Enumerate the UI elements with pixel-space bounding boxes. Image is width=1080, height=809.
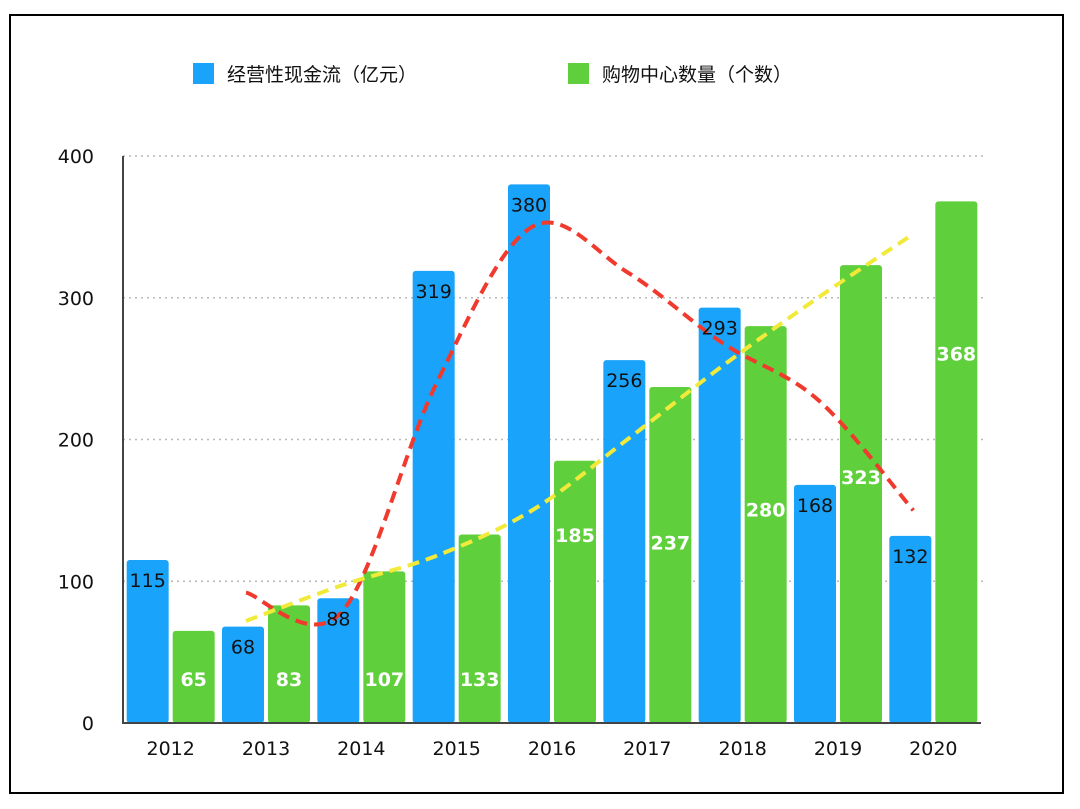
data-label-series1-2016: 380: [511, 194, 547, 216]
x-tick-label-2017: 2017: [623, 738, 671, 760]
data-label-series2-2019: 323: [841, 467, 881, 489]
data-label-series1-2015: 319: [416, 281, 452, 303]
legend: 经营性现金流（亿元） 购物中心数量（个数）: [193, 63, 792, 86]
x-tick-label-2014: 2014: [337, 738, 385, 760]
y-tick-label-400: 400: [58, 146, 94, 168]
bar-series1-2014: [317, 598, 360, 723]
data-label-series1-2017: 256: [606, 370, 642, 392]
y-tick-label-100: 100: [58, 571, 94, 593]
x-tick-label-2015: 2015: [432, 738, 480, 760]
x-tick-label-2018: 2018: [718, 738, 766, 760]
bar-series2-2020: [935, 201, 978, 724]
data-label-series1-2019: 168: [797, 495, 833, 517]
bar-series2-2017: [649, 387, 692, 723]
y-tick-label-300: 300: [58, 288, 94, 310]
bar-series1-2012: [126, 559, 169, 723]
bar-series2-2018: [744, 326, 787, 723]
legend-swatch-1: [193, 63, 214, 84]
data-label-series2-2014: 107: [364, 669, 404, 691]
bar-series2-2013: [268, 605, 310, 723]
bar-series2-2014: [363, 571, 406, 723]
bar-series2-2015: [458, 534, 501, 723]
trendline-1: [245, 220, 915, 627]
data-label-series2-2018: 280: [746, 500, 786, 522]
data-label-series1-2020: 132: [892, 546, 928, 568]
x-tick-label-2013: 2013: [242, 738, 290, 760]
data-label-series2-2013: 83: [276, 669, 302, 691]
bar-series1-2017: [603, 360, 646, 723]
x-tick-label-2016: 2016: [528, 738, 576, 760]
trendline-2: [245, 232, 915, 623]
bar-series1-2013: [222, 626, 264, 723]
data-label-series2-2016: 185: [555, 525, 595, 547]
legend-label-1: 经营性现金流（亿元）: [227, 64, 417, 86]
legend-swatch-2: [568, 63, 589, 84]
y-tick-label-0: 0: [82, 713, 94, 735]
data-label-series2-2017: 237: [650, 533, 690, 555]
bar-series1-2015: [412, 270, 455, 723]
data-label-series1-2013: 68: [231, 637, 255, 659]
bar-series1-2019: [794, 484, 836, 723]
data-label-series2-2012: 65: [180, 669, 206, 691]
chart-frame: 115 68 88 319 380 256 293 168 132 65 83 107 133 185 23…: [9, 14, 1064, 794]
bar-series1-2020: [889, 535, 932, 723]
data-label-series1-2018: 293: [702, 318, 738, 340]
bar-series2-2016: [554, 460, 596, 723]
x-tick-label-2019: 2019: [814, 738, 862, 760]
bar-series2-2012: [172, 630, 215, 723]
x-tick-label-2012: 2012: [146, 738, 194, 760]
x-tick-label-2020: 2020: [909, 738, 957, 760]
data-label-series1-2014: 88: [326, 608, 350, 630]
bar-series1-2018: [698, 307, 741, 723]
y-tick-label-200: 200: [58, 430, 94, 452]
data-label-series1-2012: 115: [130, 570, 166, 592]
legend-label-2: 购物中心数量（个数）: [602, 64, 792, 86]
chart-svg: 115 68 88 319 380 256 293 168 132 65 83 107 133 185 23…: [58, 63, 987, 760]
axes: 0 100 200 300 400 2012 2013 2014 2015 2016 2017 201…: [58, 146, 981, 760]
bars: [126, 184, 978, 724]
data-label-series2-2015: 133: [460, 669, 500, 691]
trendlines: [245, 220, 915, 627]
data-label-series2-2020: 368: [936, 344, 976, 366]
bar-series1-2016: [508, 184, 550, 724]
bar-series2-2019: [840, 265, 882, 723]
bar-labels: 115 68 88 319 380 256 293 168 132 65 83 107 133 185 23…: [130, 194, 977, 691]
